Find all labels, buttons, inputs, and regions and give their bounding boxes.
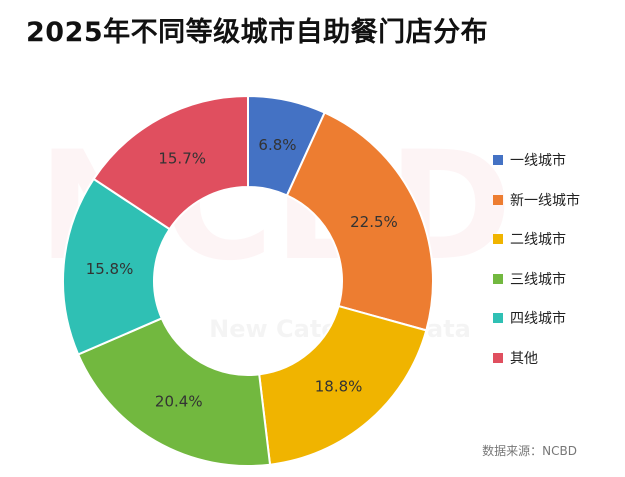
slice-label-2: 22.5% <box>350 213 398 231</box>
legend-item-1: 一线城市 <box>493 150 580 170</box>
legend-swatch <box>493 234 503 244</box>
legend-item-3: 二线城市 <box>493 229 580 249</box>
donut-slice-5 <box>62 177 171 356</box>
legend-label: 三线城市 <box>510 271 566 288</box>
legend-item-4: 三线城市 <box>493 269 580 289</box>
donut-slice-6 <box>92 94 249 231</box>
legend-label: 四线城市 <box>510 311 566 327</box>
legend-swatch <box>493 273 503 284</box>
legend-item-6: 其他 <box>493 348 580 368</box>
donut-slice-3 <box>258 304 428 466</box>
donut-slice-2 <box>285 111 434 332</box>
slice-label-4: 20.4% <box>155 393 203 411</box>
slice-label-6: 15.7% <box>158 150 206 168</box>
donut-slices <box>62 94 434 467</box>
legend-swatch <box>493 155 503 165</box>
donut-slice-4 <box>76 317 272 467</box>
chart-legend: 一线城市新一线城市二线城市三线城市四线城市其他 <box>493 150 580 387</box>
legend-label: 二线城市 <box>510 232 566 248</box>
legend-item-5: 四线城市 <box>493 308 580 328</box>
legend-item-2: 新一线城市 <box>493 190 580 210</box>
legend-label: 其他 <box>510 350 538 367</box>
legend-swatch <box>493 194 503 205</box>
slice-label-3: 18.8% <box>315 377 363 395</box>
legend-swatch <box>493 352 503 363</box>
legend-label: 新一线城市 <box>510 192 580 209</box>
legend-swatch <box>493 313 503 323</box>
slice-label-5: 15.8% <box>86 260 134 278</box>
slice-label-1: 6.8% <box>258 136 296 154</box>
legend-label: 一线城市 <box>510 153 566 169</box>
source-note: 数据来源：NCBD <box>482 444 577 458</box>
chart-title: 2025年不同等级城市自助餐门店分布 <box>26 17 489 48</box>
donut-slice-labels: 6.8% 22.5% 18.8% 20.4% 15.8% 15.7% <box>86 136 398 410</box>
